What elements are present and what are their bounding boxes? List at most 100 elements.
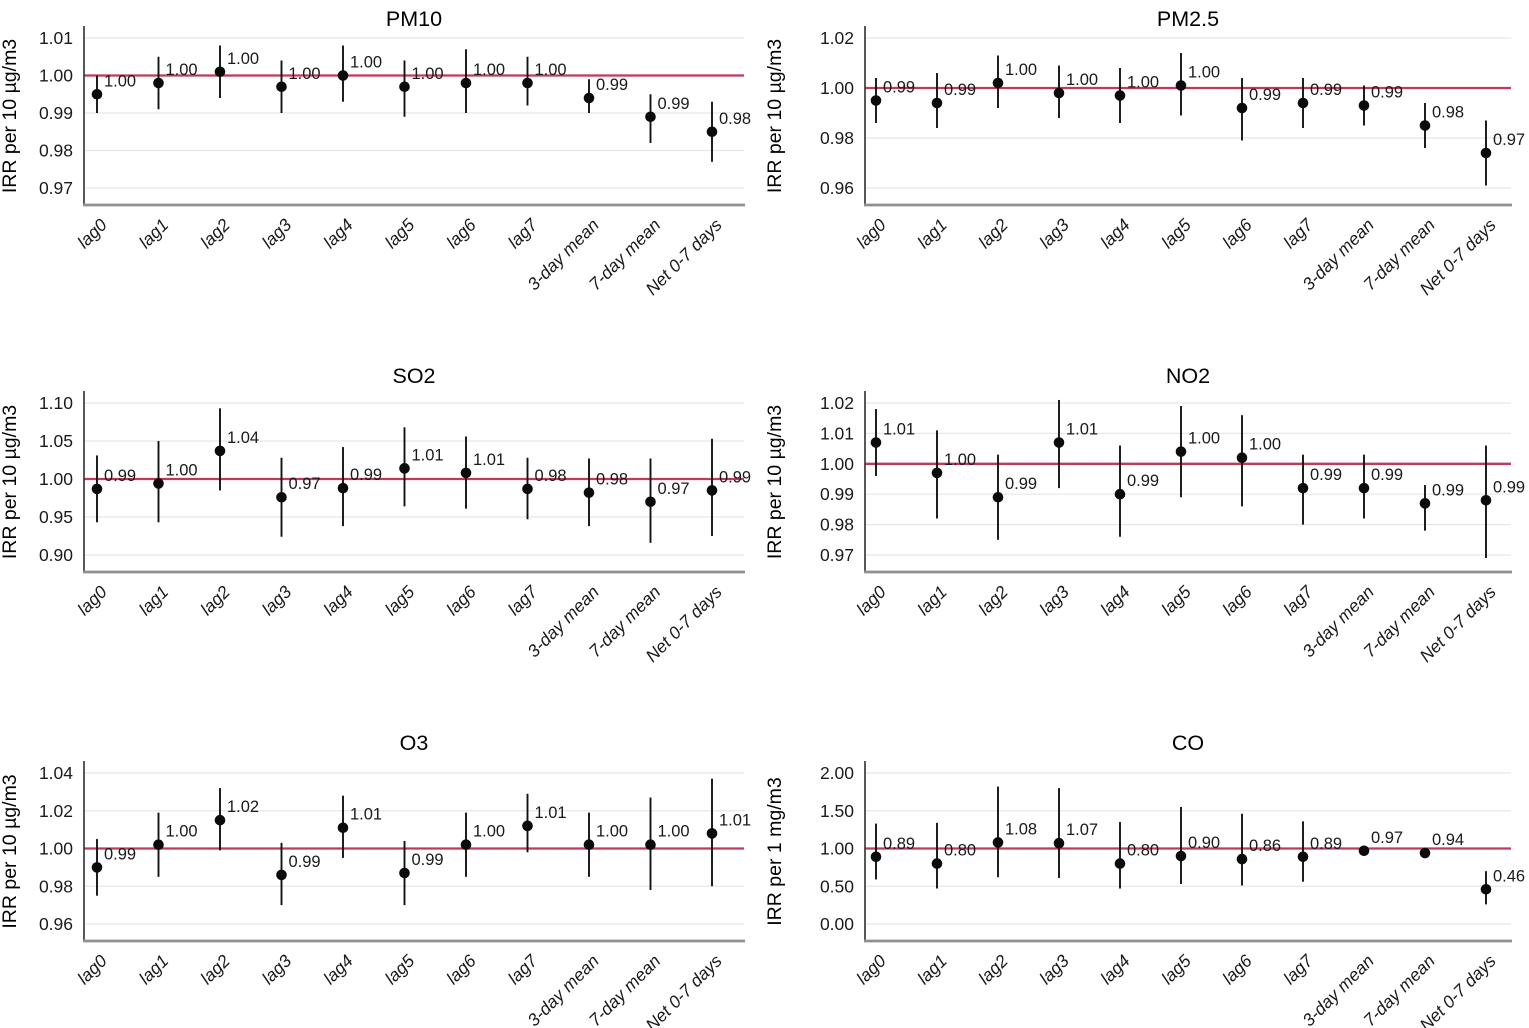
point-label: 0.99 — [883, 79, 915, 97]
point-marker — [337, 70, 349, 81]
y-tick-label: 2.00 — [820, 763, 854, 783]
y-tick-label: 1.01 — [39, 28, 73, 48]
point-label: 0.99 — [1432, 481, 1464, 499]
point-label: 1.01 — [412, 446, 444, 464]
point-marker — [214, 445, 226, 457]
y-tick-label: 0.98 — [820, 128, 854, 148]
y-tick-label: 1.02 — [820, 393, 854, 413]
point-label: 0.97 — [1493, 131, 1525, 149]
point-marker — [706, 485, 718, 496]
x-tick-label: lag7 — [504, 581, 542, 619]
point-marker — [91, 88, 103, 100]
x-tick-label: lag1 — [135, 582, 173, 620]
point-label: 1.00 — [104, 72, 136, 90]
point-label: 0.98 — [1432, 104, 1464, 122]
y-tick-label: 1.04 — [39, 763, 73, 783]
point-marker — [460, 467, 472, 479]
x-tick-label: lag1 — [913, 215, 951, 253]
point-marker — [931, 858, 943, 869]
x-tick-label: lag4 — [1096, 951, 1134, 989]
chart-panel: 1.04 1.02 1.00 0.98 0.96 lag0 lag1 lag2 lag3 lag4… — [0, 686, 765, 1028]
point-marker — [522, 77, 533, 89]
x-tick-label: lag5 — [381, 215, 419, 253]
y-axis-title: IRR per 1 mg/m3 — [764, 777, 786, 925]
panel-title: CO — [1172, 731, 1204, 755]
point-label: 0.86 — [1249, 837, 1281, 855]
point-label: 1.00 — [658, 823, 690, 841]
point-label: 0.89 — [1310, 835, 1342, 853]
point-label: 1.00 — [473, 823, 505, 841]
x-tick-label: lag7 — [504, 950, 542, 988]
x-tick-label: lag0 — [73, 215, 111, 253]
x-tick-label: lag1 — [913, 582, 951, 620]
point-label: 0.99 — [719, 468, 751, 486]
point-marker — [992, 491, 1004, 503]
point-marker — [522, 483, 533, 495]
y-tick-label: 1.00 — [820, 78, 854, 98]
point-marker — [1297, 482, 1309, 494]
point-marker — [1419, 847, 1431, 859]
point-label: 1.00 — [535, 61, 567, 79]
point-label: 1.08 — [1005, 820, 1037, 838]
y-axis-title: IRR per 10 µg/m3 — [0, 405, 21, 559]
x-tick-label: lag4 — [319, 215, 357, 253]
point-label: 1.00 — [1005, 61, 1037, 79]
point-marker — [931, 97, 943, 109]
point-marker — [460, 77, 472, 89]
point-label: 0.99 — [1249, 86, 1281, 104]
panel-svg-co: 2.00 1.50 1.00 0.50 0.00 lag0 lag1 lag2 lag3 lag4… — [764, 731, 1525, 1028]
x-tick-label: lag5 — [1157, 951, 1195, 989]
point-label: 1.00 — [1127, 74, 1159, 92]
y-tick-label: 0.95 — [39, 507, 73, 527]
point-label: 1.01 — [883, 421, 915, 439]
x-tick-label: lag2 — [196, 582, 234, 620]
point-marker — [1053, 837, 1065, 849]
point-label: 1.07 — [1066, 821, 1098, 839]
point-marker — [1053, 87, 1065, 99]
point-marker — [1297, 851, 1309, 863]
y-tick-label: 1.00 — [39, 469, 73, 489]
point-label: 0.99 — [104, 467, 136, 485]
chart-panel: 1.10 1.05 1.00 0.95 0.90 lag0 lag1 lag2 lag3 lag4… — [0, 343, 765, 686]
point-label: 1.00 — [350, 54, 382, 72]
y-tick-label: 1.00 — [39, 66, 73, 86]
point-marker — [583, 487, 595, 498]
point-label: 0.90 — [1188, 834, 1220, 852]
x-tick-label: lag4 — [1096, 582, 1134, 620]
panel-title: PM10 — [386, 7, 442, 31]
point-marker — [153, 478, 164, 489]
x-tick-label: lag3 — [1035, 215, 1073, 253]
x-tick-label: lag1 — [913, 951, 951, 989]
panel-title: PM2.5 — [1157, 7, 1219, 31]
y-tick-label: 0.98 — [39, 141, 73, 161]
point-label: 0.99 — [1310, 81, 1342, 99]
x-tick-label: lag6 — [442, 215, 480, 253]
point-label: 0.99 — [1493, 478, 1525, 496]
point-marker — [1480, 147, 1492, 159]
y-axis-title: IRR per 10 µg/m3 — [0, 774, 21, 928]
point-marker — [91, 862, 103, 873]
point-marker — [992, 837, 1004, 848]
y-tick-label: 0.97 — [820, 545, 854, 565]
point-marker — [1053, 437, 1065, 448]
point-label: 1.01 — [473, 451, 505, 469]
x-tick-label: lag7 — [1279, 950, 1317, 988]
point-marker — [1175, 850, 1187, 862]
y-tick-label: 0.90 — [39, 545, 73, 565]
point-marker — [1419, 120, 1431, 131]
x-tick-label: lag0 — [852, 582, 890, 620]
point-label: 1.00 — [227, 50, 259, 68]
x-tick-label: lag3 — [258, 582, 296, 620]
point-label: 0.98 — [596, 471, 628, 489]
point-marker — [1114, 90, 1126, 101]
chart-panel: 1.01 1.00 0.99 0.98 0.97 lag0 lag1 lag2 lag3 lag4… — [0, 0, 765, 343]
point-marker — [214, 814, 226, 826]
point-marker — [645, 839, 656, 851]
x-tick-label: lag7 — [1279, 214, 1317, 252]
y-tick-label: 1.00 — [820, 839, 854, 859]
y-tick-label: 1.02 — [820, 28, 854, 48]
point-marker — [870, 95, 882, 106]
x-tick-label: lag2 — [196, 951, 234, 989]
point-label: 0.98 — [535, 467, 567, 485]
x-tick-label: lag3 — [1035, 951, 1073, 989]
